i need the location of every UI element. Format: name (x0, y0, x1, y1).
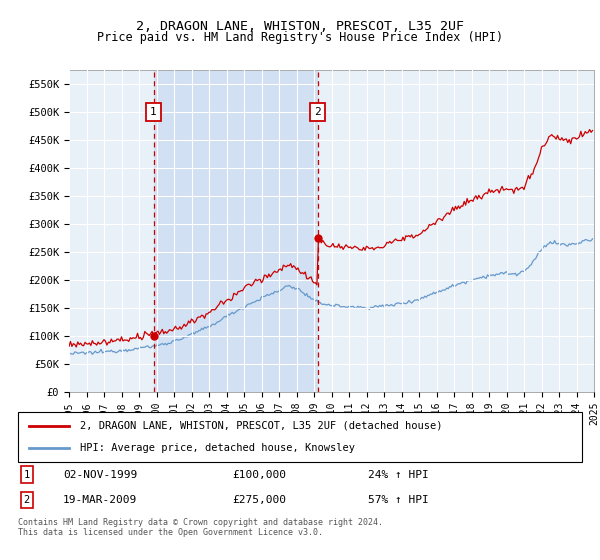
Text: 19-MAR-2009: 19-MAR-2009 (63, 495, 137, 505)
Text: Price paid vs. HM Land Registry's House Price Index (HPI): Price paid vs. HM Land Registry's House … (97, 31, 503, 44)
Text: 2: 2 (23, 495, 30, 505)
Text: 1: 1 (150, 107, 157, 117)
Text: Contains HM Land Registry data © Crown copyright and database right 2024.
This d: Contains HM Land Registry data © Crown c… (18, 518, 383, 538)
Text: 2, DRAGON LANE, WHISTON, PRESCOT, L35 2UF: 2, DRAGON LANE, WHISTON, PRESCOT, L35 2U… (136, 20, 464, 32)
Text: 2: 2 (314, 107, 321, 117)
Text: £275,000: £275,000 (232, 495, 286, 505)
Text: 24% ↑ HPI: 24% ↑ HPI (368, 470, 428, 479)
Text: HPI: Average price, detached house, Knowsley: HPI: Average price, detached house, Know… (80, 443, 355, 453)
Text: 02-NOV-1999: 02-NOV-1999 (63, 470, 137, 479)
Text: 1: 1 (23, 470, 30, 479)
Text: £100,000: £100,000 (232, 470, 286, 479)
Text: 57% ↑ HPI: 57% ↑ HPI (368, 495, 428, 505)
Text: 2, DRAGON LANE, WHISTON, PRESCOT, L35 2UF (detached house): 2, DRAGON LANE, WHISTON, PRESCOT, L35 2U… (80, 421, 443, 431)
Bar (154, 70, 317, 392)
